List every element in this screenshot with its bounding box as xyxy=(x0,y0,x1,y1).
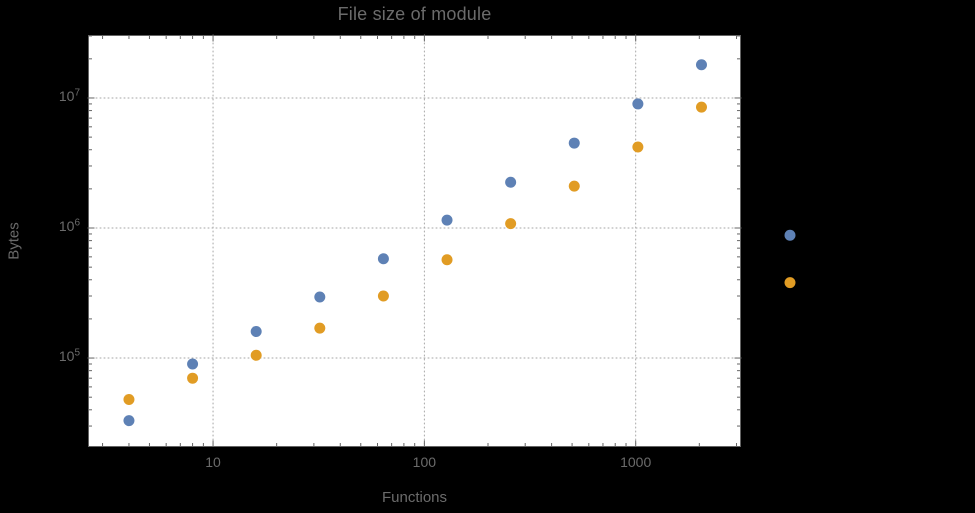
blue-series-point xyxy=(250,326,262,338)
orange-series-point xyxy=(187,372,199,384)
blue-series-point xyxy=(695,59,707,71)
blue-series-point xyxy=(568,137,580,149)
legend-marker xyxy=(784,229,796,241)
orange-series-point xyxy=(314,322,326,334)
blue-series-point xyxy=(632,98,644,110)
orange-series-point xyxy=(441,254,453,266)
plot-frame xyxy=(88,35,741,447)
blue-series-point xyxy=(377,253,389,265)
x-axis-label: Functions xyxy=(381,489,448,506)
blue-series-point xyxy=(123,415,135,427)
orange-series-point xyxy=(250,349,262,361)
orange-series-point xyxy=(632,141,644,153)
blue-series-point xyxy=(441,214,453,226)
legend-marker xyxy=(784,277,796,289)
orange-series-point xyxy=(377,290,389,302)
orange-series-point xyxy=(695,101,707,113)
chart-title: File size of module xyxy=(337,4,492,24)
orange-series-point xyxy=(568,180,580,192)
orange-series-point xyxy=(505,218,517,230)
blue-series-point xyxy=(314,291,326,303)
blue-series-point xyxy=(505,176,517,188)
blue-series-point xyxy=(187,358,199,370)
orange-series-point xyxy=(123,394,135,406)
y-axis-label: Bytes xyxy=(5,222,23,260)
